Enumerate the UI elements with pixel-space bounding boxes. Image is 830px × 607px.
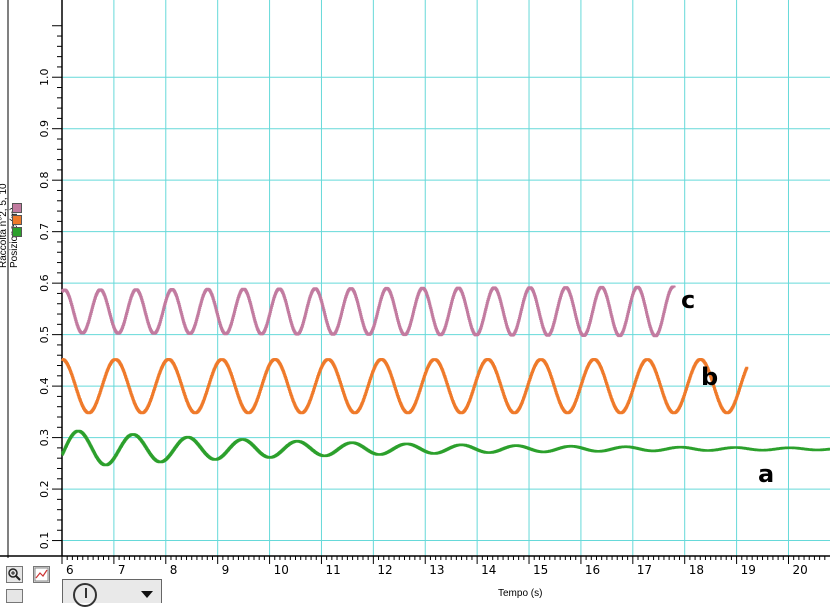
series-line-b	[61, 358, 749, 415]
x-tick-label: 19	[741, 563, 756, 577]
x-tick-label: 17	[637, 563, 652, 577]
x-tick-label: 12	[377, 563, 392, 577]
series-label-b: b	[701, 363, 719, 391]
x-tick-label: 6	[66, 563, 74, 577]
x-tick-label: 18	[689, 563, 704, 577]
graph-options-button[interactable]	[33, 566, 50, 583]
x-tick-label: 11	[325, 563, 340, 577]
x-tick-label: 9	[222, 563, 230, 577]
y-tick-label: 0.2	[38, 480, 51, 498]
series-label-c: c	[681, 286, 696, 314]
x-tick-label: 10	[274, 563, 289, 577]
y-tick-label: 0.1	[38, 532, 51, 550]
y-tick-label: 0.4	[38, 377, 51, 395]
toolbar-button-extra[interactable]	[6, 589, 23, 603]
x-tick-label: 8	[170, 563, 178, 577]
series-line-a	[61, 429, 830, 467]
y-tick-label: 0.9	[38, 120, 51, 138]
x-axis-label: Tempo (s)	[498, 588, 543, 599]
zoom-icon	[8, 568, 21, 581]
y-tick-label: 0.3	[38, 429, 51, 447]
legend-swatch-c	[12, 203, 22, 213]
x-tick-label: 7	[118, 563, 126, 577]
x-tick-label: 15	[533, 563, 548, 577]
series-legend	[12, 203, 22, 239]
y-tick-label: 0.8	[38, 171, 51, 189]
y-tick-label: 0.7	[38, 223, 51, 241]
legend-swatch-a	[12, 227, 22, 237]
chevron-down-icon[interactable]	[141, 591, 153, 598]
series-label-a: a	[758, 460, 775, 488]
series-line-c	[61, 285, 676, 338]
y-axis-label-line-1: Raccolta n°2, 5, 10	[0, 183, 9, 268]
y-tick-label: 0.6	[38, 274, 51, 292]
x-tick-label: 13	[429, 563, 444, 577]
stopwatch-icon	[73, 583, 97, 607]
legend-swatch-b	[12, 215, 22, 225]
x-tick-label: 20	[792, 563, 807, 577]
y-tick-label: 0.5	[38, 326, 51, 344]
x-tick-label: 14	[481, 563, 496, 577]
x-tick-label: 16	[585, 563, 600, 577]
y-tick-label: 1.0	[38, 68, 51, 86]
graph-icon	[34, 567, 49, 582]
zoom-button[interactable]	[6, 566, 23, 583]
meter-selector[interactable]	[62, 579, 162, 607]
